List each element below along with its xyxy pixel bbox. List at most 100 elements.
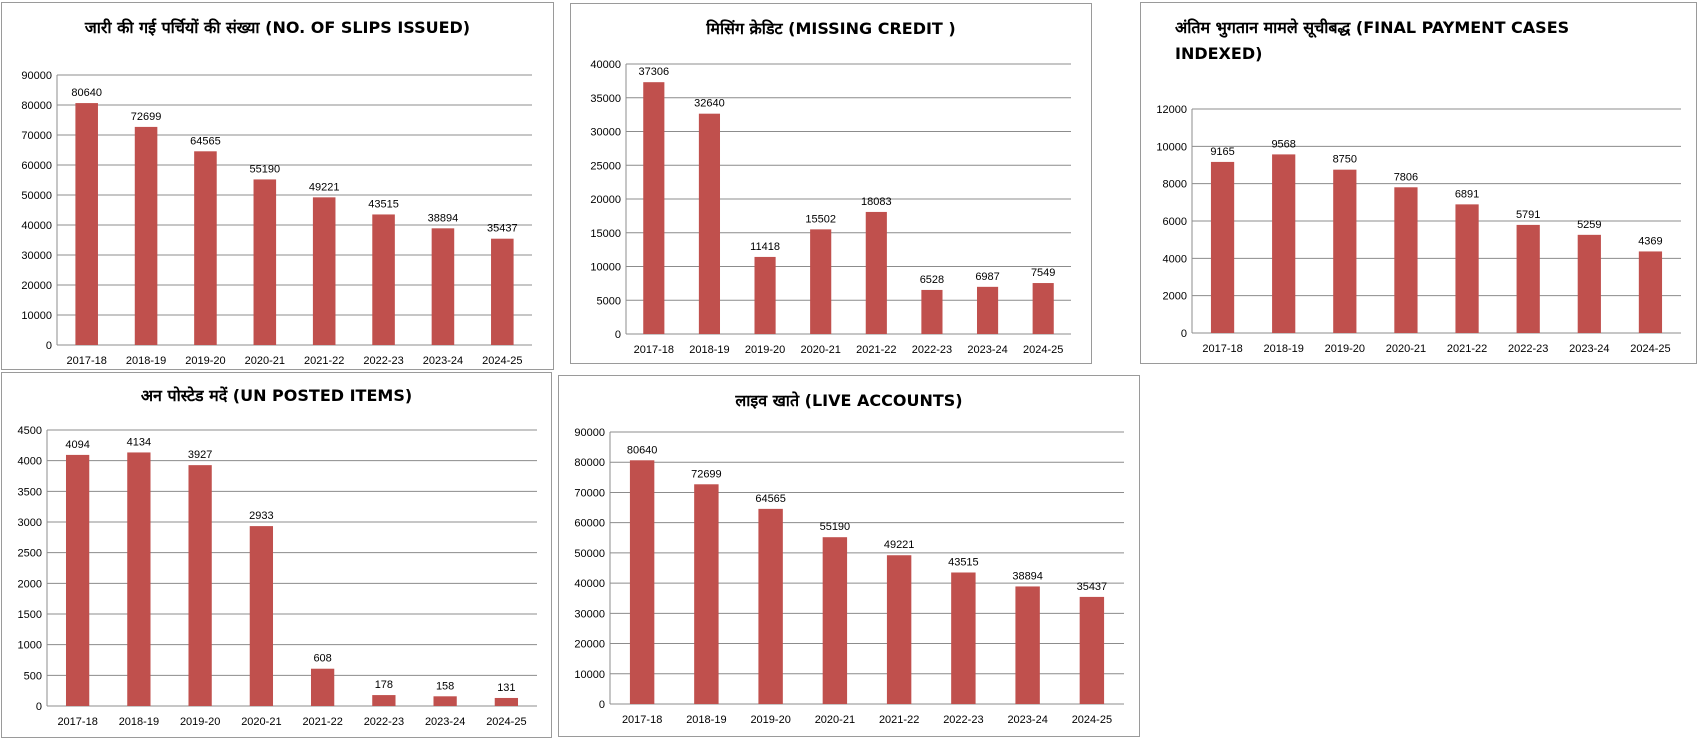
data-label: 72699 xyxy=(131,111,162,123)
y-tick-label: 15000 xyxy=(590,228,621,240)
y-tick-label: 80000 xyxy=(574,457,605,469)
x-tick-label: 2018-19 xyxy=(1264,343,1304,355)
y-tick-label: 70000 xyxy=(574,487,605,499)
y-tick-label: 0 xyxy=(36,701,42,713)
y-tick-label: 20000 xyxy=(21,280,52,292)
y-tick-label: 25000 xyxy=(590,160,621,172)
y-tick-label: 3500 xyxy=(18,486,42,498)
bar xyxy=(1079,596,1105,704)
y-tick-label: 500 xyxy=(24,670,42,682)
bar xyxy=(1333,169,1357,333)
data-label: 49221 xyxy=(309,181,340,193)
chart-title: लाइव खाते (LIVE ACCOUNTS) xyxy=(735,391,963,410)
bar xyxy=(643,82,665,334)
data-label: 38894 xyxy=(428,212,459,224)
data-label: 32640 xyxy=(694,98,725,110)
data-label: 6987 xyxy=(975,271,999,283)
data-label: 49221 xyxy=(884,539,915,551)
bar xyxy=(865,211,887,334)
y-tick-label: 3000 xyxy=(18,517,42,529)
data-label: 4369 xyxy=(1638,235,1662,247)
data-label: 608 xyxy=(313,653,331,665)
data-label: 8750 xyxy=(1333,154,1357,166)
x-tick-label: 2018-19 xyxy=(689,344,729,356)
y-tick-label: 4000 xyxy=(18,456,42,468)
y-tick-label: 4000 xyxy=(1163,253,1187,265)
y-tick-label: 50000 xyxy=(21,190,52,202)
x-tick-label: 2024-25 xyxy=(486,716,526,728)
bar xyxy=(1272,154,1296,333)
bar xyxy=(629,460,655,704)
x-tick-label: 2018-19 xyxy=(119,716,159,728)
data-label: 6528 xyxy=(920,274,944,286)
bar xyxy=(75,103,98,345)
chart-title: जारी की गई पर्चियों की संख्या (NO. OF SL… xyxy=(84,18,471,37)
bar xyxy=(951,572,976,704)
y-tick-label: 0 xyxy=(46,340,52,352)
y-tick-label: 40000 xyxy=(21,220,52,232)
x-tick-label: 2024-25 xyxy=(1630,343,1670,355)
data-label: 5259 xyxy=(1577,219,1601,231)
x-tick-label: 2020-21 xyxy=(241,716,281,728)
chart-svg: 0 10000 20000 30000 40000 50000 60000 70000 8000… xyxy=(574,427,1124,726)
x-tick-label: 2021-22 xyxy=(879,714,919,726)
x-tick-label: 2019-20 xyxy=(185,355,225,367)
x-tick-label: 2019-20 xyxy=(750,714,790,726)
y-tick-label: 60000 xyxy=(574,518,605,530)
data-label: 178 xyxy=(375,679,393,691)
data-label: 9165 xyxy=(1210,146,1234,158)
y-tick-label: 6000 xyxy=(1163,216,1187,228)
bar xyxy=(188,465,212,706)
data-label: 35437 xyxy=(1077,581,1108,593)
y-tick-label: 12000 xyxy=(1156,104,1187,116)
x-tick-label: 2017-18 xyxy=(57,716,97,728)
x-tick-label: 2018-19 xyxy=(686,714,726,726)
x-tick-label: 2017-18 xyxy=(67,355,107,367)
x-tick-label: 2023-24 xyxy=(423,355,463,367)
data-label: 5791 xyxy=(1516,209,1540,221)
y-tick-label: 70000 xyxy=(21,130,52,142)
data-label: 64565 xyxy=(190,135,221,147)
y-tick-label: 5000 xyxy=(597,295,621,307)
bar xyxy=(698,113,721,335)
x-tick-label: 2023-24 xyxy=(425,716,465,728)
data-label: 15502 xyxy=(805,213,836,225)
y-tick-label: 10000 xyxy=(590,262,621,274)
y-tick-label: 10000 xyxy=(574,669,605,681)
bar xyxy=(194,151,217,345)
bar xyxy=(249,526,274,706)
bar xyxy=(433,696,457,706)
x-tick-label: 2020-21 xyxy=(245,355,285,367)
data-label: 43515 xyxy=(948,556,979,568)
chart-panel-unposted-items: अन पोस्टेड मदें (UN POSTED ITEMS) 0 500 10… xyxy=(1,372,552,738)
bar xyxy=(886,555,912,704)
data-label: 3927 xyxy=(188,449,212,461)
y-tick-label: 0 xyxy=(599,699,605,711)
y-tick-label: 2500 xyxy=(18,548,42,560)
y-tick-label: 30000 xyxy=(21,250,52,262)
y-tick-label: 30000 xyxy=(590,127,621,139)
data-label: 158 xyxy=(436,680,454,692)
x-tick-label: 2024-25 xyxy=(1023,344,1063,356)
chart-panel-slips-issued: जारी की गई पर्चियों की संख्या (NO. OF SL… xyxy=(1,2,554,370)
y-tick-label: 30000 xyxy=(574,608,605,620)
y-tick-label: 90000 xyxy=(574,427,605,439)
chart-title: अन पोस्टेड मदें (UN POSTED ITEMS) xyxy=(140,386,413,405)
data-label: 18083 xyxy=(861,196,892,208)
y-tick-label: 8000 xyxy=(1163,179,1187,191)
bar xyxy=(1210,161,1235,333)
data-label: 131 xyxy=(497,682,515,694)
y-tick-label: 60000 xyxy=(21,160,52,172)
x-tick-label: 2021-22 xyxy=(302,716,342,728)
y-tick-label: 80000 xyxy=(21,100,52,112)
x-tick-label: 2024-25 xyxy=(482,355,522,367)
x-tick-label: 2023-24 xyxy=(1569,343,1609,355)
bar xyxy=(1032,283,1054,334)
x-tick-label: 2019-20 xyxy=(745,344,785,356)
x-tick-label: 2023-24 xyxy=(967,344,1007,356)
data-label: 43515 xyxy=(368,198,399,210)
chart-panel-live-accounts: लाइव खाते (LIVE ACCOUNTS) 0 10000 20000 300… xyxy=(558,375,1140,737)
bar xyxy=(976,286,999,334)
y-tick-label: 20000 xyxy=(590,194,621,206)
x-tick-label: 2022-23 xyxy=(943,714,983,726)
